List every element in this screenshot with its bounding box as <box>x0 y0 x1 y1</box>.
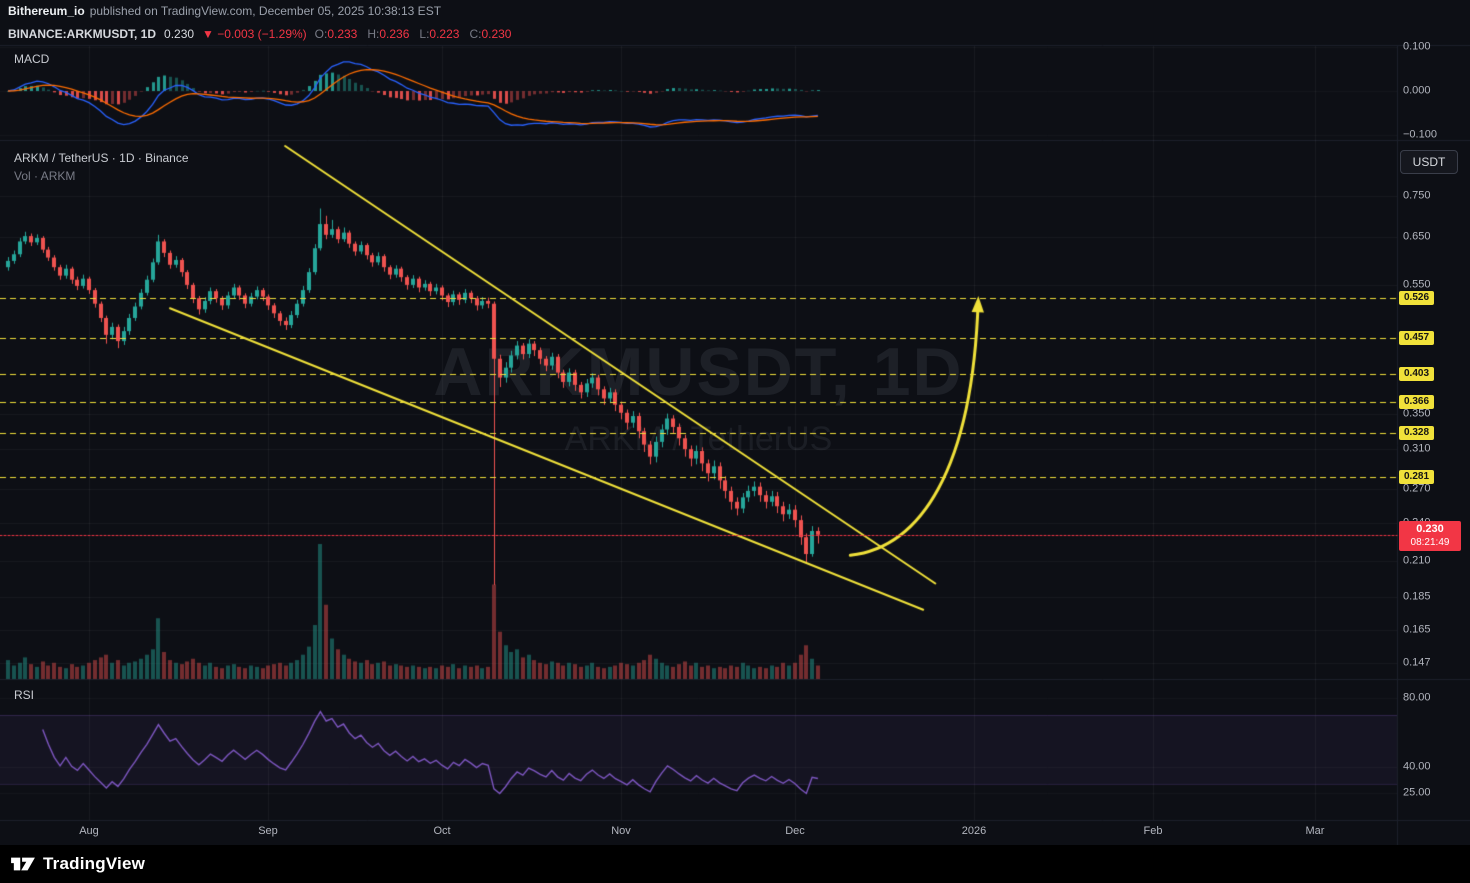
close-value: 0.230 <box>481 27 512 41</box>
legend-high: H: 0.236 <box>367 27 409 41</box>
attribution-bar: Bithereum_io published on TradingView.co… <box>0 0 1470 22</box>
currency-toggle-button[interactable]: USDT <box>1400 150 1458 174</box>
symbol-name[interactable]: BINANCE:ARKMUSDT, 1D <box>8 27 157 41</box>
close-key: C: <box>469 27 482 41</box>
author-name[interactable]: Bithereum_io <box>8 4 85 18</box>
chart-title[interactable]: ARKM / TetherUS · 1D · Binance <box>14 151 189 165</box>
legend-close: C: 0.230 <box>469 27 511 41</box>
legend-last-price: 0.230 <box>164 27 195 41</box>
low-key: L: <box>419 27 430 41</box>
volume-indicator-label[interactable]: Vol · ARKM <box>14 169 76 183</box>
low-value: 0.223 <box>429 27 460 41</box>
open-value: 0.233 <box>327 27 358 41</box>
footer-bar: TradingView <box>0 845 1470 883</box>
legend-open: O: 0.233 <box>315 27 358 41</box>
high-value: 0.236 <box>379 27 410 41</box>
rsi-pane-label[interactable]: RSI <box>14 688 35 702</box>
high-key: H: <box>367 27 380 41</box>
legend-low: L: 0.223 <box>419 27 459 41</box>
tradingview-logo-icon <box>11 857 35 871</box>
macd-pane-label[interactable]: MACD <box>14 52 50 66</box>
tradingview-brand[interactable]: TradingView <box>43 854 146 873</box>
open-key: O: <box>314 27 328 41</box>
attribution-text: published on TradingView.com, December 0… <box>89 4 442 18</box>
symbol-info-bar: BINANCE:ARKMUSDT, 1D 0.230 ▼ −0.003 (−1.… <box>0 22 1470 46</box>
legend-ohlc: O: 0.233 H: 0.236 L: 0.223 C: 0.230 <box>315 27 512 41</box>
legend-change: ▼ −0.003 (−1.29%) <box>202 27 307 41</box>
